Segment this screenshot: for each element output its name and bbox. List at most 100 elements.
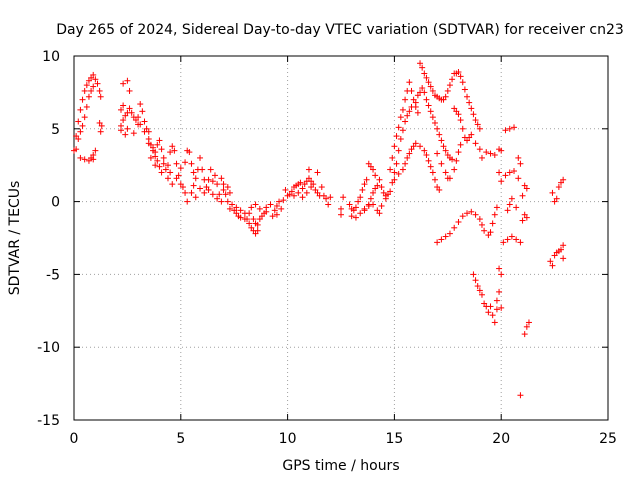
data-point [252, 201, 259, 208]
data-point [487, 229, 494, 236]
data-point [419, 64, 426, 71]
data-point [77, 106, 84, 113]
data-point [124, 125, 131, 132]
data-point [397, 114, 404, 121]
data-point [408, 87, 415, 94]
data-point [436, 131, 443, 138]
data-point [461, 86, 468, 93]
data-point [417, 60, 424, 67]
data-point [98, 122, 105, 129]
data-point [85, 93, 92, 100]
data-point [164, 175, 171, 182]
data-point [496, 288, 503, 295]
data-point [376, 176, 383, 183]
data-point [513, 236, 520, 243]
data-point [141, 128, 148, 135]
data-point [549, 189, 556, 196]
data-point [442, 233, 449, 240]
data-point [278, 205, 285, 212]
data-points [71, 60, 567, 399]
data-point [464, 210, 471, 217]
data-point [188, 160, 195, 167]
data-point [399, 106, 406, 113]
data-point [370, 189, 377, 196]
data-point [160, 154, 167, 161]
data-point [201, 189, 208, 196]
data-point [442, 93, 449, 100]
data-point [519, 217, 526, 224]
data-point [214, 195, 221, 202]
data-point [553, 195, 560, 202]
data-point [560, 176, 567, 183]
data-point [282, 186, 289, 193]
data-point [478, 154, 485, 161]
data-point [367, 195, 374, 202]
data-point [406, 150, 413, 157]
data-point [299, 185, 306, 192]
data-point [363, 176, 370, 183]
data-point [83, 103, 90, 110]
data-point [399, 166, 406, 173]
data-point [438, 160, 445, 167]
data-point [338, 211, 344, 218]
data-point [137, 101, 144, 108]
data-point [508, 233, 515, 240]
data-point [511, 124, 518, 131]
data-point [92, 76, 99, 83]
data-point [254, 227, 261, 234]
data-point [361, 207, 368, 214]
y-tick-label: 10 [42, 49, 60, 65]
data-point [491, 211, 498, 218]
data-point [318, 184, 325, 191]
x-tick-label: 15 [385, 431, 403, 447]
data-point [271, 207, 278, 214]
data-point [192, 175, 199, 182]
data-point [382, 195, 389, 202]
data-point [77, 128, 84, 135]
data-point [226, 205, 233, 212]
data-point [254, 221, 261, 228]
data-point [449, 156, 456, 163]
x-tick-label: 10 [279, 431, 297, 447]
data-point [502, 172, 509, 179]
data-point [267, 201, 274, 208]
data-point [92, 147, 99, 154]
data-point [237, 214, 244, 221]
data-point [378, 184, 385, 191]
data-point [169, 181, 176, 188]
data-point [224, 198, 231, 205]
data-point [393, 160, 400, 167]
data-point [162, 166, 169, 173]
data-point [184, 198, 191, 205]
data-point [387, 188, 394, 195]
data-point [506, 201, 513, 208]
data-point [442, 147, 449, 154]
data-point [391, 176, 398, 183]
data-point [431, 176, 438, 183]
data-point [214, 181, 221, 188]
data-point [446, 230, 453, 237]
data-point [90, 71, 97, 78]
data-point [186, 149, 193, 156]
data-point [404, 112, 411, 119]
data-point [182, 159, 189, 166]
data-point [431, 119, 438, 126]
data-point [399, 127, 406, 134]
data-point [470, 271, 477, 278]
data-point [269, 213, 276, 220]
data-point [521, 211, 528, 218]
data-point [305, 166, 312, 173]
grid [74, 56, 608, 420]
data-point [457, 117, 464, 124]
data-point [395, 124, 402, 131]
data-point [483, 149, 490, 156]
data-point [211, 172, 218, 179]
data-point [423, 96, 430, 103]
data-point [75, 135, 82, 142]
data-point [160, 160, 167, 167]
data-point [523, 323, 530, 330]
data-point [425, 157, 432, 164]
x-tick-label: 0 [70, 431, 79, 447]
data-point [455, 111, 462, 118]
